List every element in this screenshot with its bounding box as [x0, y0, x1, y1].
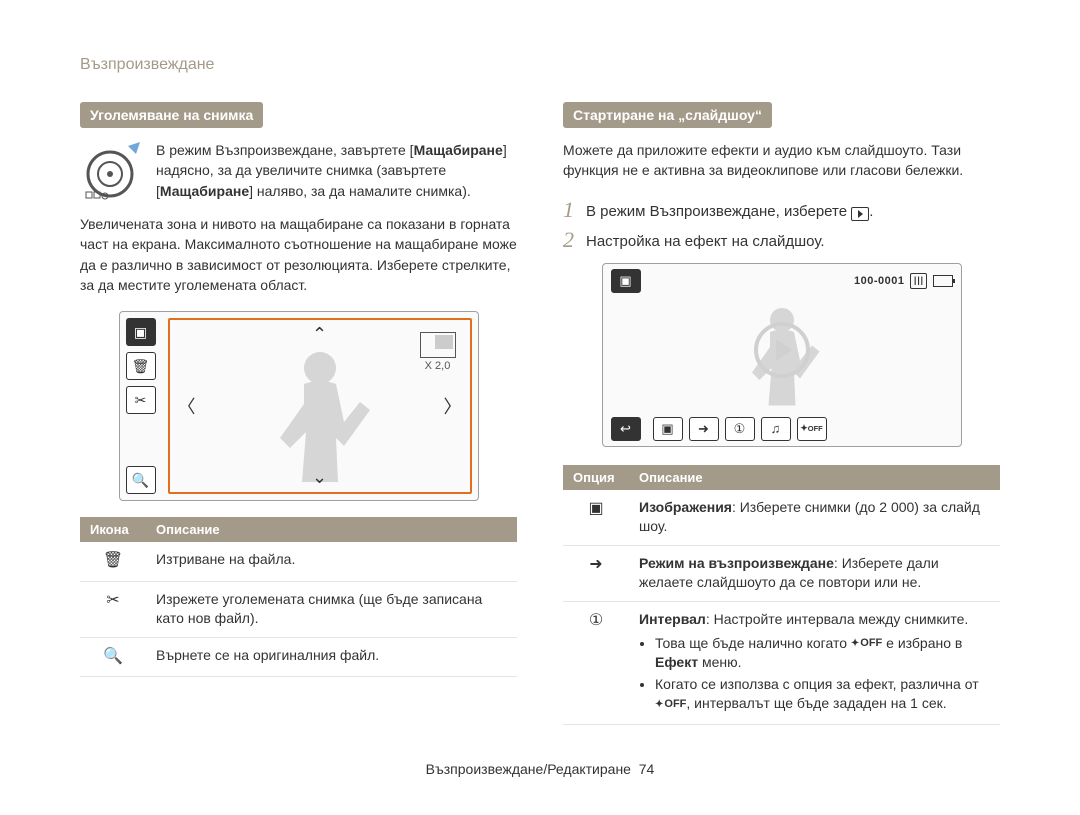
right-section-header: Стартиране на „слайдшоу“	[563, 102, 772, 128]
table-row: ① Интервал: Настройте интервала между сн…	[563, 601, 1000, 724]
page-footer: Възпроизвеждане/Редактиране 74	[80, 761, 1000, 777]
table-row: 🔍 Върнете се на оригиналния файл.	[80, 637, 517, 676]
arrow-left-icon[interactable]: 〈	[178, 393, 196, 419]
right-column: Стартиране на „слайдшоу“ Можете да прило…	[563, 102, 1000, 725]
delete-icon[interactable]: 🗑	[126, 352, 156, 380]
zoom-preview-screen: ▣ 🗑 ✂ 🔍 ⌃ ⌄ 〈 〉	[119, 311, 479, 501]
step-1: 1 В режим Възпроизвеждане, изберете .	[563, 199, 1000, 221]
play-mode-icon[interactable]: ▣	[126, 318, 156, 346]
child-silhouette-icon	[260, 342, 380, 482]
step-2: 2 Настройка на ефект на слайдшоу.	[563, 229, 1000, 251]
breadcrumb: Възпроизвеждане	[80, 56, 1000, 74]
col-desc-header: Описание	[146, 517, 517, 542]
audio-option-icon[interactable]: ♫	[761, 417, 791, 441]
memory-icon: III	[910, 273, 926, 289]
left-paragraph: Увеличената зона и нивото на мащабиране …	[80, 214, 517, 295]
table-row: ▣ Изображения: Изберете снимки (до 2 000…	[563, 490, 1000, 546]
arrow-up-icon[interactable]: ⌃	[312, 324, 327, 345]
col-option-header: Опция	[563, 465, 629, 490]
repeat-option-row-icon: ➜	[563, 545, 629, 601]
left-section-header: Уголемяване на снимка	[80, 102, 263, 128]
left-options-table: Икона Описание 🗑 Изтриване на файла. ✂ И…	[80, 517, 517, 677]
repeat-option-icon[interactable]: ➜	[689, 417, 719, 441]
dial-text: В режим Възпроизвеждане, завъртете [Маща…	[156, 140, 517, 201]
table-row: ✂ Изрежете уголемената снимка (ще бъде з…	[80, 581, 517, 637]
play-icon[interactable]	[754, 322, 810, 378]
effect-off-icon: OFF	[851, 636, 882, 651]
right-options-table: Опция Описание ▣ Изображения: Изберете с…	[563, 465, 1000, 725]
arrow-down-icon[interactable]: ⌄	[312, 467, 327, 488]
zoom-indicator: X 2,0	[420, 332, 456, 372]
arrow-right-icon[interactable]: 〉	[444, 393, 462, 419]
interval-option-row-icon: ①	[563, 601, 629, 724]
zoom-frame: ⌃ ⌄ 〈 〉 X 2,0	[168, 318, 472, 494]
left-column: Уголемяване на снимка В режим Възпроизве…	[80, 102, 517, 725]
slideshow-preview-screen: ▣ 100-0001 III ↩ ▣ ➜	[602, 263, 962, 447]
interval-option-icon[interactable]: ①	[725, 417, 755, 441]
zoom-reset-icon[interactable]: 🔍	[126, 466, 156, 494]
table-row: 🗑 Изтриване на файла.	[80, 542, 517, 581]
back-icon[interactable]: ↩	[611, 417, 641, 441]
delete-row-icon: 🗑	[80, 542, 146, 581]
effect-off-icon: OFF	[655, 697, 686, 712]
crop-icon[interactable]: ✂	[126, 386, 156, 414]
file-number-label: 100-0001	[854, 275, 905, 287]
images-option-icon[interactable]: ▣	[653, 417, 683, 441]
play-mode-icon[interactable]: ▣	[611, 269, 641, 293]
col-desc-header: Описание	[629, 465, 1000, 490]
crop-row-icon: ✂	[80, 581, 146, 637]
effect-off-icon[interactable]: ✦OFF	[797, 417, 827, 441]
zoom-dial-icon	[80, 140, 144, 204]
col-icon-header: Икона	[80, 517, 146, 542]
slideshow-menu-icon	[851, 207, 869, 221]
images-option-row-icon: ▣	[563, 490, 629, 546]
zoom-row-icon: 🔍	[80, 637, 146, 676]
battery-icon	[933, 275, 953, 287]
table-row: ➜ Режим на възпроизвеждане: Изберете дал…	[563, 545, 1000, 601]
right-intro: Можете да приложите ефекти и аудио към с…	[563, 140, 1000, 181]
